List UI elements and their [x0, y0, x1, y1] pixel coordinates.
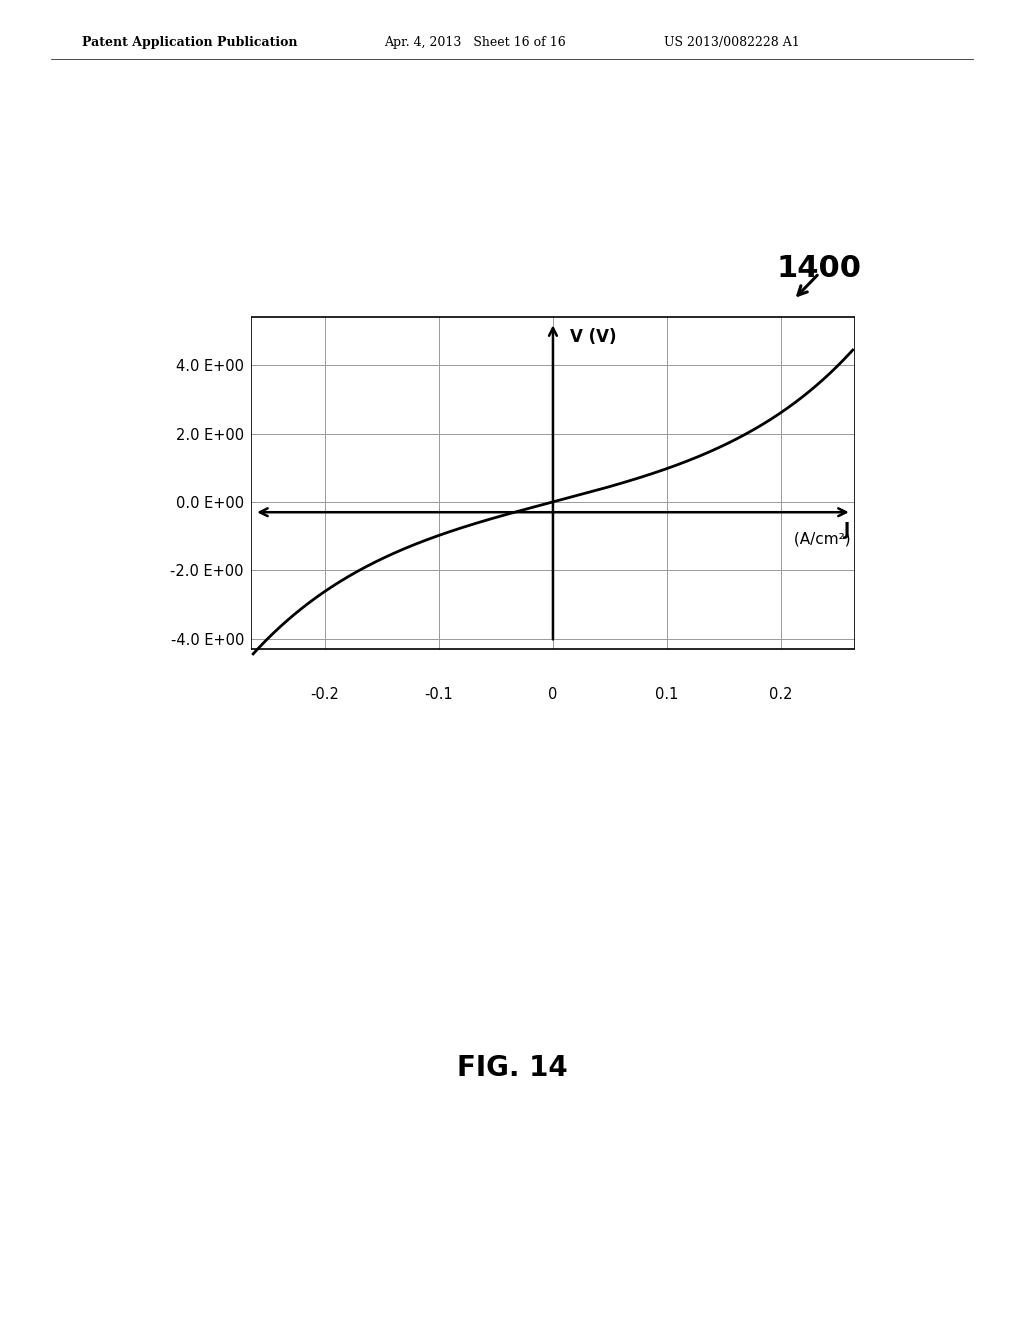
- Text: Patent Application Publication: Patent Application Publication: [82, 36, 297, 49]
- Text: US 2013/0082228 A1: US 2013/0082228 A1: [664, 36, 800, 49]
- Text: J: J: [845, 521, 851, 539]
- Text: Apr. 4, 2013   Sheet 16 of 16: Apr. 4, 2013 Sheet 16 of 16: [384, 36, 565, 49]
- Text: V (V): V (V): [570, 327, 616, 346]
- Text: (A/cm²): (A/cm²): [788, 531, 851, 546]
- Text: FIG. 14: FIG. 14: [457, 1053, 567, 1082]
- Text: 1400: 1400: [776, 255, 862, 284]
